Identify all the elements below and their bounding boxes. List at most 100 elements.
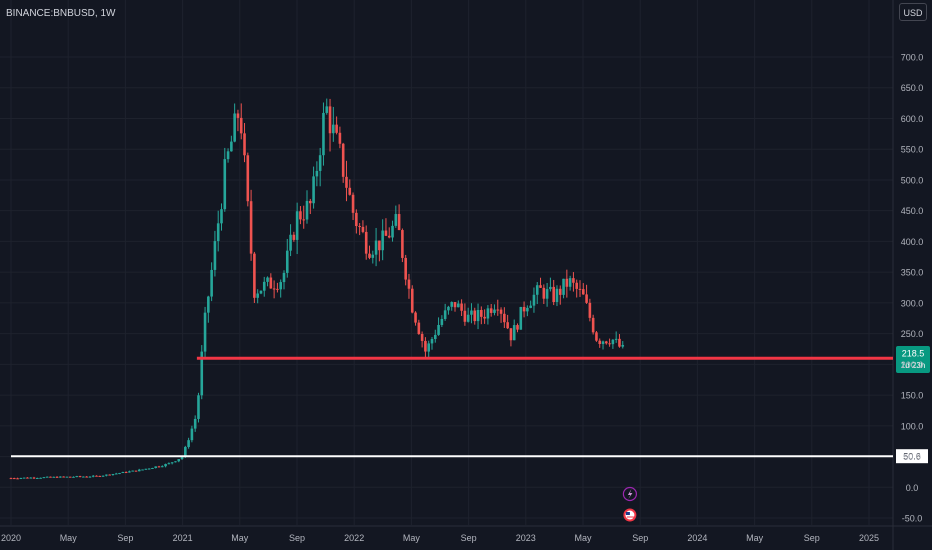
candle-body — [91, 475, 95, 477]
candle-body — [262, 281, 266, 291]
x-tick-label[interactable]: Sep — [117, 533, 133, 543]
price-axis[interactable]: -50.0 0.0 50.0 100.0 150.0 200.0 250.0 300.0 350… — [901, 53, 924, 524]
x-tick-label[interactable]: Sep — [461, 533, 477, 543]
x-tick-label[interactable]: 2021 — [173, 533, 193, 543]
candle-body — [512, 325, 516, 341]
candle-body — [470, 310, 473, 315]
candlestick-series — [9, 98, 625, 480]
candle-body — [233, 113, 236, 142]
candle-body — [236, 113, 240, 118]
currency-button[interactable]: USD — [899, 3, 927, 21]
candle-body — [410, 288, 414, 313]
x-tick-label[interactable]: 2023 — [516, 533, 536, 543]
y-tick-label[interactable]: 600.0 — [901, 114, 924, 124]
y-tick-label[interactable]: 550.0 — [901, 145, 924, 155]
candle-body — [216, 223, 220, 242]
y-tick-label[interactable]: 400.0 — [901, 237, 924, 247]
candle-body — [88, 476, 92, 478]
candle-body — [318, 155, 322, 171]
candle-body — [401, 230, 404, 258]
candle-body — [381, 230, 384, 251]
candle-body — [32, 477, 36, 479]
candle-body — [98, 475, 102, 477]
candle-body — [157, 466, 161, 468]
x-tick-label[interactable]: Sep — [289, 533, 305, 543]
event-markers[interactable] — [622, 486, 638, 522]
candle-body — [568, 278, 572, 287]
y-tick-label[interactable]: -50.0 — [902, 514, 923, 524]
y-tick-label[interactable]: 0.0 — [906, 483, 919, 493]
candle-body — [361, 226, 365, 232]
candle-body — [371, 254, 375, 258]
candle-body — [210, 269, 213, 297]
candle-body — [601, 341, 605, 344]
candle-body — [473, 310, 477, 322]
candle-body — [62, 476, 65, 478]
y-tick-label[interactable]: 50.0 — [903, 452, 921, 462]
x-tick-label[interactable]: 2022 — [344, 533, 364, 543]
candle-body — [239, 117, 243, 134]
candle-body — [378, 240, 381, 251]
x-tick-label[interactable]: 2020 — [1, 533, 21, 543]
y-tick-label[interactable]: 700.0 — [901, 53, 924, 63]
time-axis[interactable]: 2020 May Sep 2021 May Sep 2022 May Sep 2023 May Sep… — [1, 533, 879, 543]
candle-body — [42, 477, 46, 479]
candle-body — [12, 478, 16, 480]
candle-body — [351, 194, 355, 213]
candle-body — [22, 477, 26, 479]
y-tick-label[interactable]: 350.0 — [901, 268, 924, 278]
candle-body — [207, 296, 210, 313]
x-tick-label[interactable]: 2025 — [859, 533, 879, 543]
y-tick-label[interactable]: 100.0 — [901, 421, 924, 431]
candle-body — [503, 313, 506, 323]
y-tick-label[interactable]: 300.0 — [901, 298, 924, 308]
candle-body — [450, 302, 454, 307]
candle-body — [187, 440, 190, 447]
candle-body — [39, 477, 42, 479]
x-tick-label[interactable]: May — [746, 533, 764, 543]
candle-body — [539, 285, 542, 288]
candle-body — [151, 468, 154, 470]
candle-body — [532, 294, 536, 306]
candle-body — [516, 325, 519, 330]
candle-body — [558, 288, 562, 295]
x-tick-label[interactable]: May — [403, 533, 421, 543]
candle-body — [114, 473, 118, 475]
candle-body — [203, 312, 207, 352]
candle-body — [137, 469, 141, 472]
candle-body — [552, 286, 555, 303]
y-tick-label[interactable]: 200.0 — [901, 360, 924, 370]
horizontal-lines[interactable]: 50.6 218.5 1d 23h — [11, 345, 930, 464]
y-tick-label[interactable]: 450.0 — [901, 206, 924, 216]
candle-body — [16, 478, 19, 480]
y-tick-label[interactable]: 650.0 — [901, 83, 924, 93]
candle-body — [223, 159, 227, 210]
candle-body — [302, 219, 306, 221]
candle-body — [338, 132, 342, 144]
x-tick-label[interactable]: 2024 — [687, 533, 707, 543]
candle-body — [427, 343, 431, 352]
candle-body — [605, 341, 608, 344]
countdown-label[interactable]: 1d 23h — [901, 361, 925, 370]
candle-body — [121, 471, 125, 474]
candle-body — [391, 225, 394, 238]
candle-body — [493, 309, 496, 313]
current-price-label[interactable]: 218.5 — [902, 348, 925, 358]
candle-body — [608, 343, 611, 345]
y-tick-label[interactable]: 250.0 — [901, 329, 924, 339]
y-tick-label[interactable]: 150.0 — [901, 391, 924, 401]
candle-body — [437, 324, 440, 335]
candle-body — [463, 310, 467, 322]
candle-body — [535, 285, 539, 295]
x-tick-label[interactable]: May — [574, 533, 592, 543]
y-tick-label[interactable]: 500.0 — [901, 175, 924, 185]
price-line-label[interactable]: 50.6 — [903, 452, 921, 462]
x-tick-label[interactable]: May — [60, 533, 78, 543]
candle-body — [282, 272, 286, 283]
current-price-tag — [896, 345, 930, 373]
x-tick-label[interactable]: Sep — [804, 533, 820, 543]
x-tick-label[interactable]: Sep — [632, 533, 648, 543]
x-tick-label[interactable]: May — [231, 533, 249, 543]
